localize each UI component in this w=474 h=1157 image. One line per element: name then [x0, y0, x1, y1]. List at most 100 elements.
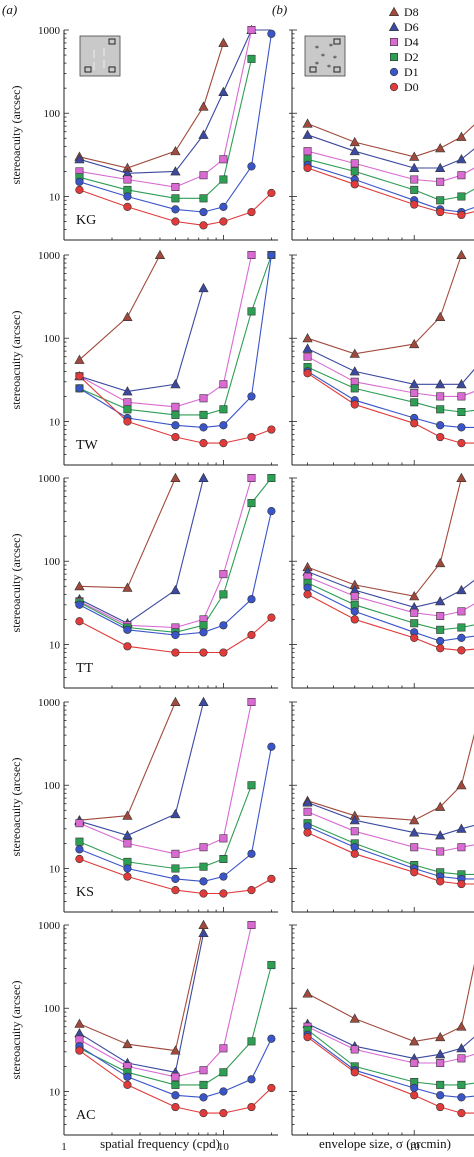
data-point-D8	[456, 131, 467, 141]
series-line-D2	[307, 822, 474, 875]
data-point-D0	[267, 425, 276, 434]
y-tick-label: 10	[49, 416, 61, 428]
data-point-D1	[267, 507, 276, 516]
series-line-D8	[307, 477, 462, 597]
data-point-D4	[303, 352, 312, 361]
data-point-D0	[171, 885, 180, 895]
data-point-D6	[409, 827, 420, 837]
data-point-D0	[219, 217, 228, 226]
plot-area	[302, 118, 474, 220]
y-axis-title: stereoacuity (arcsec)	[9, 981, 23, 1080]
y-tick-label: 1000	[38, 25, 61, 37]
plot-area	[302, 249, 474, 448]
data-point-D1	[247, 392, 256, 401]
legend-marker-D2	[389, 52, 398, 61]
data-point-D0	[75, 854, 84, 864]
data-point-D1	[350, 607, 359, 616]
plot-area	[302, 963, 474, 1118]
y-tick-label: 10	[49, 639, 61, 651]
data-point-D0	[123, 642, 132, 651]
series-line-D4	[79, 254, 253, 408]
series-line-D2	[79, 477, 272, 633]
data-point-D4	[436, 847, 445, 856]
series-line-D8	[79, 477, 176, 589]
series-line-D2	[79, 254, 272, 416]
data-point-D0	[267, 1083, 276, 1093]
data-point-D1	[199, 1093, 208, 1102]
data-point-D6	[170, 808, 181, 819]
data-point-D8	[122, 311, 133, 321]
data-point-D0	[410, 633, 419, 642]
data-point-D0	[457, 438, 466, 448]
data-point-D8	[170, 1045, 181, 1055]
data-point-D6	[349, 145, 360, 156]
data-point-D4	[410, 1058, 419, 1067]
chart-a-AC: 10 100 1000 stereoacuity (arcsec) 1 10 AC	[9, 919, 278, 1153]
series-line-D0	[307, 593, 474, 651]
data-point-D8	[435, 1031, 446, 1042]
data-point-D2	[247, 54, 256, 63]
chart-b-TW	[289, 249, 474, 466]
data-point-D4	[171, 1072, 180, 1081]
data-point-D6	[456, 1043, 467, 1053]
data-point-D8	[170, 145, 181, 156]
plot-area	[74, 249, 276, 448]
data-point-D8	[302, 988, 313, 998]
y-axis-title: stereoacuity (arcsec)	[9, 534, 23, 633]
data-point-D8	[435, 801, 446, 811]
data-point-D1	[457, 1093, 466, 1102]
data-point-D4	[457, 1054, 466, 1063]
data-point-D1	[247, 1075, 256, 1084]
data-point-D8	[349, 1013, 360, 1023]
series-line-D8	[79, 701, 176, 821]
data-point-D6	[218, 86, 229, 96]
data-point-D0	[247, 630, 256, 640]
data-point-D1	[75, 600, 84, 609]
x-tick-label: 10	[409, 1141, 421, 1153]
data-point-D1	[171, 205, 180, 214]
y-axis-title: stereoacuity (arcsec)	[9, 758, 23, 857]
panel-label-a: (a)	[2, 2, 17, 17]
data-point-D6	[349, 814, 360, 825]
data-point-D1	[436, 1091, 445, 1100]
data-point-D4	[219, 380, 228, 389]
data-point-D4	[247, 251, 256, 260]
data-point-D0	[123, 202, 132, 211]
data-point-D0	[171, 432, 180, 442]
data-point-D0	[199, 889, 208, 898]
data-point-D2	[267, 961, 276, 970]
data-point-D0	[457, 879, 466, 889]
data-point-D0	[350, 615, 359, 624]
data-point-D0	[350, 400, 359, 409]
inset-corner	[84, 66, 92, 73]
data-point-D1	[75, 384, 84, 393]
data-point-D8	[74, 1018, 85, 1028]
data-point-D8	[409, 338, 420, 349]
data-point-D8	[302, 118, 313, 128]
data-point-D4	[410, 843, 419, 852]
legend-marker-D6	[388, 21, 400, 31]
data-point-D8	[435, 311, 446, 321]
series-line-D6	[79, 477, 205, 624]
data-point-D4	[123, 839, 132, 848]
data-point-D2	[247, 307, 256, 316]
data-point-D1	[436, 636, 445, 646]
data-point-D6	[74, 154, 85, 164]
data-point-D6	[170, 166, 181, 176]
legend-label-D1: D1	[404, 65, 419, 79]
series-line-D6	[79, 701, 205, 836]
data-point-D2	[436, 196, 445, 205]
data-point-D4	[350, 827, 359, 836]
stimulus-insets: * ** ** *	[79, 35, 346, 77]
data-point-D4	[436, 392, 445, 401]
data-point-D0	[171, 217, 180, 226]
data-point-D2	[436, 625, 445, 634]
data-point-D0	[267, 874, 276, 883]
data-point-D1	[199, 628, 208, 637]
inset-mark: *	[327, 63, 331, 72]
data-point-D0	[303, 163, 312, 173]
y-tick-label: 100	[44, 108, 61, 120]
y-tick-label: 10	[49, 863, 61, 875]
data-point-D0	[199, 1108, 208, 1118]
data-point-D0	[410, 1091, 419, 1100]
